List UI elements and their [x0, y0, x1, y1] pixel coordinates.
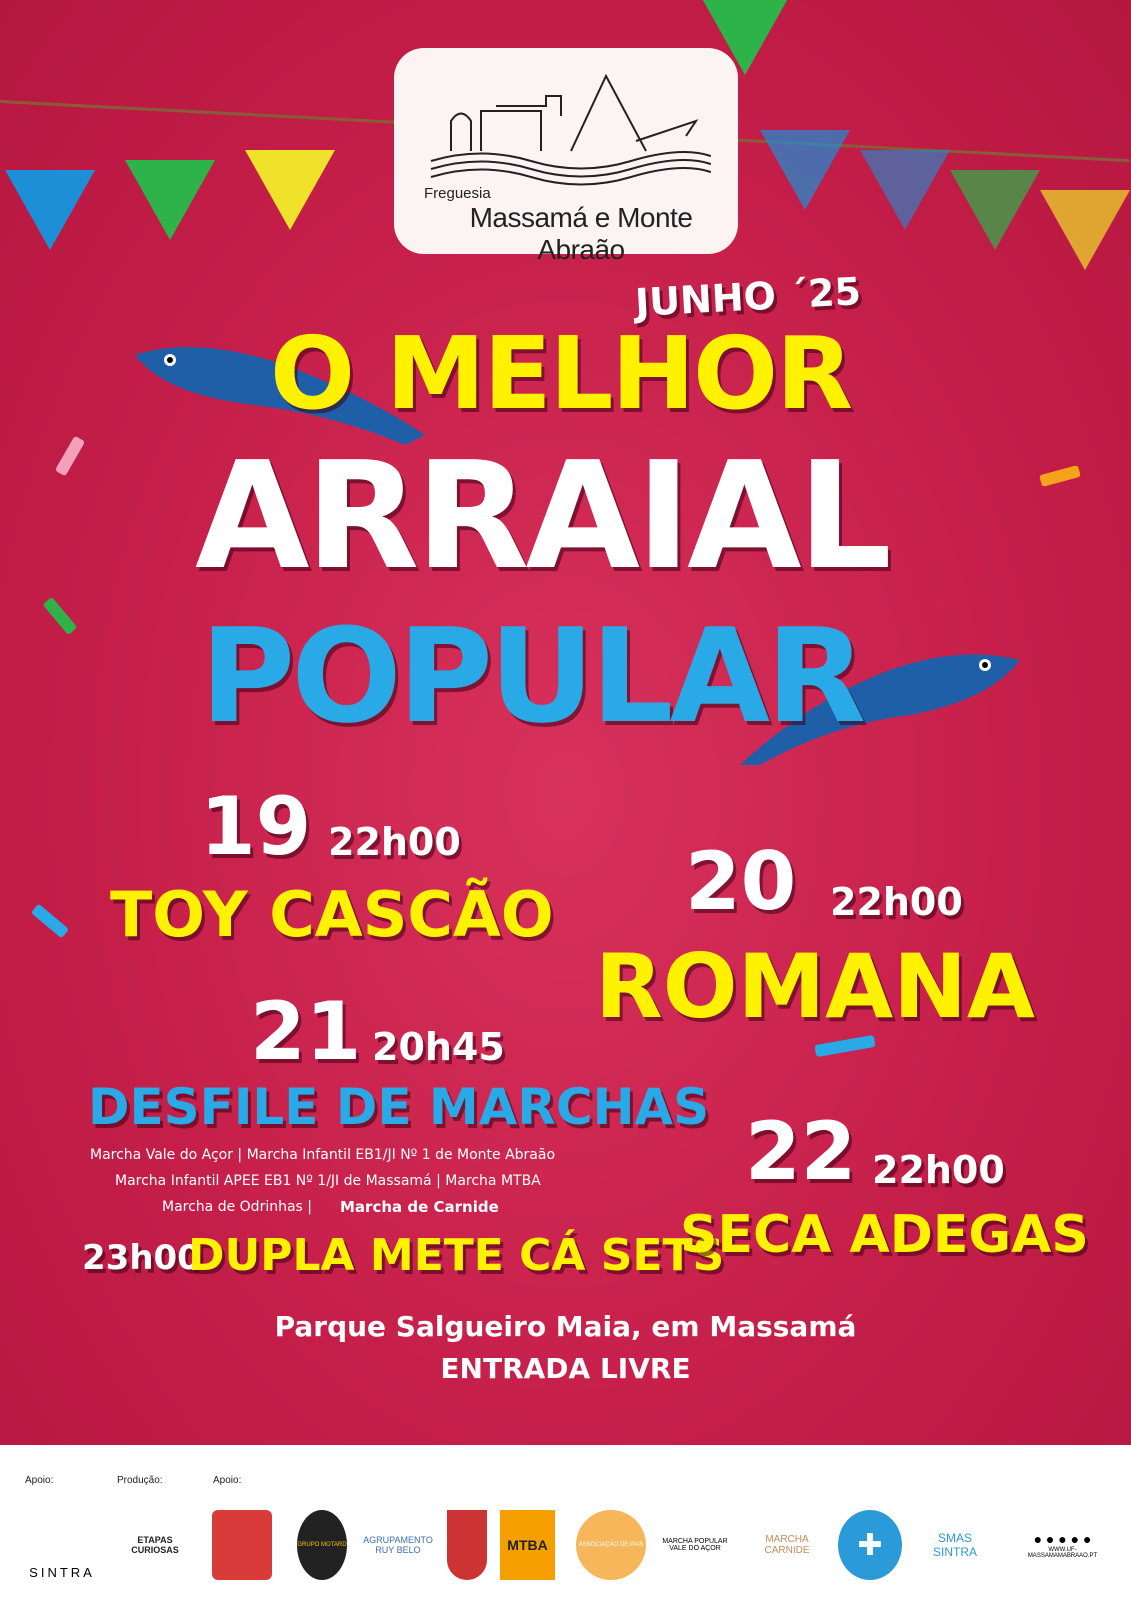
event-name: ROMANA: [595, 935, 1035, 1038]
title-line-1: O MELHOR: [270, 315, 853, 432]
club-crest-logo: [447, 1510, 487, 1580]
event-day: 21: [250, 985, 362, 1078]
ruy-belo-logo: AGRUPAMENTO RUY BELO: [363, 1535, 433, 1555]
entry-label: ENTRADA LIVRE: [440, 1352, 691, 1385]
extra-act: DUPLA METE CÁ SETS: [188, 1230, 725, 1281]
confetti: [1039, 465, 1081, 487]
sintra-logo: SINTRA: [29, 1565, 95, 1580]
bunting-flag: [1040, 190, 1130, 270]
logo-small-text: Freguesia: [424, 185, 491, 202]
marcha-highlight: Marcha de Carnide: [340, 1198, 499, 1216]
event-name: TOY CASCÃO: [110, 878, 554, 951]
marcha-vale-acor-logo: MARCHA POPULAR VALE DO AÇOR: [662, 1538, 728, 1552]
event-day: 20: [685, 835, 797, 928]
confetti: [814, 1034, 876, 1058]
mtba-logo: MTBA: [500, 1510, 555, 1580]
title-line-3: POPULAR: [200, 600, 866, 752]
marcha-list-line: Marcha de Odrinhas |: [162, 1199, 312, 1215]
health-cross-logo: ✚: [838, 1510, 902, 1580]
apoio-label: Apoio:: [213, 1475, 242, 1486]
extra-time: 23h00: [82, 1238, 201, 1278]
marcha-list-line: Marcha Vale do Açor | Marcha Infantil EB…: [90, 1147, 556, 1163]
confetti: [42, 596, 78, 636]
associacao-pais-logo: ASSOCIAÇÃO DE PAIS: [576, 1510, 646, 1580]
event-day: 19: [200, 780, 312, 873]
venue: Parque Salgueiro Maia, em Massamá: [274, 1310, 857, 1343]
bunting-flag: [950, 170, 1040, 250]
title-line-2: ARRAIAL: [195, 430, 892, 602]
event-name: DESFILE DE MARCHAS: [88, 1078, 710, 1136]
event-time: 22h00: [328, 820, 461, 864]
etapas-curiosas-logo: ETAPAS CURIOSAS: [131, 1535, 179, 1555]
event-time: 20h45: [372, 1025, 505, 1069]
sardine-icon: [740, 654, 1020, 765]
bunting-flag: [860, 150, 950, 230]
social-media-icons[interactable]: ● ● ● ● ●: [1033, 1531, 1092, 1547]
marcha-list-line: Marcha Infantil APEE EB1 Nº 1/JI de Mass…: [115, 1173, 541, 1189]
sponsor-footer: Apoio: Produção: Apoio: SINTRA ETAPAS CU…: [0, 1445, 1131, 1600]
website-link[interactable]: WWW.UF-MASSAMAMABRAAO.PT: [1027, 1547, 1098, 1559]
bunting-flag: [760, 130, 850, 210]
social-links: ● ● ● ● ● WWW.UF-MASSAMAMABRAAO.PT: [1015, 1510, 1110, 1580]
coat-of-arms-logo: [212, 1510, 272, 1580]
event-day: 22: [745, 1105, 857, 1198]
event-name: SECA ADEGAS: [680, 1205, 1089, 1265]
bunting-flag: [5, 170, 95, 250]
confetti: [30, 903, 70, 939]
bunting-flag: [245, 150, 335, 230]
marcha-carnide-logo: MARCHA CARNIDE: [764, 1534, 810, 1556]
event-time: 22h00: [872, 1148, 1005, 1192]
event-time: 22h00: [830, 880, 963, 924]
logo-name: Massamá e Monte Abraão: [469, 202, 693, 265]
smas-sintra-logo: SMAS SINTRA: [932, 1531, 977, 1559]
producao-label: Produção:: [117, 1475, 163, 1486]
grupo-motard-logo: GRUPO MOTARD: [297, 1510, 347, 1580]
village-skyline-icon: [430, 73, 712, 186]
poster: Freguesia Massamá e Monte Abraão JUNHO ´…: [0, 0, 1131, 1445]
freguesia-logo: Freguesia Massamá e Monte Abraão: [394, 48, 738, 265]
confetti: [54, 435, 86, 477]
bunting-flag: [125, 160, 215, 240]
apoio-label: Apoio:: [25, 1475, 54, 1486]
sardine-icon: [135, 347, 425, 445]
